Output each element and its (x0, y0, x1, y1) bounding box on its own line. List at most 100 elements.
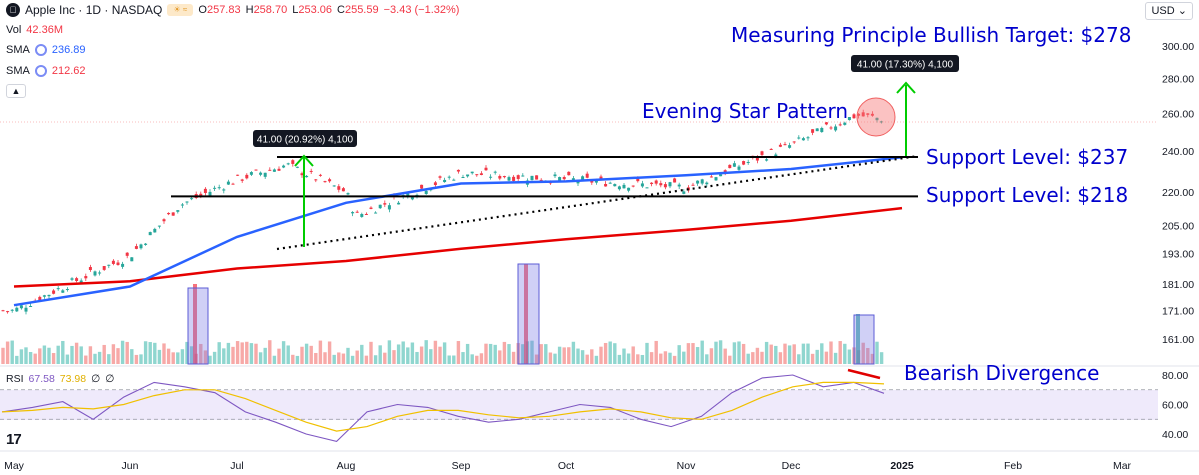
candle-body (130, 257, 134, 262)
candle-body (719, 174, 723, 177)
candle-body (521, 175, 525, 177)
price-tick-label-5: 205.00 (1162, 220, 1194, 232)
candle-body (456, 169, 460, 172)
target-annotation: Measuring Principle Bullish Target: $278 (731, 23, 1131, 47)
price-tick-label-6: 193.00 (1162, 249, 1194, 261)
close-label: C (337, 4, 345, 16)
candle-body (139, 244, 143, 249)
high-label: H (245, 4, 254, 16)
currency-dropdown[interactable]: USD ⌄ (1145, 2, 1193, 20)
volume-bar (843, 343, 847, 364)
volume-bar (1, 347, 5, 364)
candle-body (599, 176, 603, 179)
volume-bar (875, 341, 879, 364)
volume-bar (447, 355, 451, 364)
collapse-legend-button[interactable]: ▲ (6, 84, 26, 98)
rsi-tick-label-2: 40.00 (1162, 429, 1188, 441)
volume-bar (235, 341, 240, 364)
volume-bar (189, 346, 194, 364)
rsi-label[interactable]: RSI (6, 373, 24, 385)
candle-body (70, 278, 74, 280)
volume-bar (304, 343, 309, 364)
candle-body (185, 201, 189, 203)
sma-fast-label[interactable]: SMA (6, 44, 30, 56)
volume-bar (530, 340, 534, 364)
volume-bar (645, 342, 649, 364)
candle-body (226, 181, 230, 185)
candle-body (783, 144, 787, 146)
volume-bar (534, 354, 539, 364)
volume-bar (824, 351, 829, 364)
candle-body (355, 211, 359, 213)
volume-bar (718, 340, 723, 364)
volume-bar (580, 350, 585, 364)
candle-body (157, 225, 161, 227)
candle-body (558, 177, 562, 182)
volume-bar (350, 355, 355, 364)
candle-body (507, 177, 511, 181)
symbol-title[interactable]: Apple Inc · 1D · NASDAQ (25, 3, 163, 17)
candle-body (498, 176, 502, 179)
candle-body (650, 182, 654, 185)
volume-bar (797, 354, 801, 364)
price-tick-label-9: 161.00 (1162, 334, 1194, 346)
candle-body (562, 177, 566, 180)
market-status-icon[interactable]: ☀ ≈ (167, 4, 194, 16)
candle-body (691, 184, 695, 186)
volume-bar (295, 355, 300, 364)
volume-bar (281, 341, 286, 364)
volume-bar (792, 344, 796, 364)
candle-body (213, 187, 217, 189)
volume-bar (314, 352, 318, 364)
volume-bar (585, 354, 589, 364)
candle-body (337, 186, 341, 190)
candle-body (125, 252, 129, 256)
volume-bar (438, 346, 442, 364)
candle-body (148, 232, 152, 236)
volume-bar (10, 340, 14, 364)
candle-body (806, 137, 810, 139)
volume-bar (143, 341, 148, 364)
volume-bar (810, 353, 815, 364)
volume-bar (47, 347, 51, 364)
candle-body (341, 188, 345, 192)
volume-bar (484, 343, 488, 364)
candle-body (673, 178, 677, 183)
low-label: L (292, 4, 299, 16)
volume-bar (130, 349, 134, 364)
support-237-annotation: Support Level: $237 (926, 145, 1128, 169)
candle-body (663, 184, 667, 188)
volume-bar (576, 348, 580, 364)
volume-bar (401, 341, 405, 364)
candle-body (180, 204, 184, 206)
sma-fast-row: SMA 236.89 (6, 42, 86, 58)
volume-bar (870, 353, 875, 364)
volume-bar (327, 341, 332, 364)
candle-body (203, 188, 207, 193)
volume-bar (737, 341, 741, 364)
candle-body (861, 112, 865, 117)
candle-body (479, 173, 483, 176)
volume-bar (562, 347, 566, 364)
sma-slow-label[interactable]: SMA (6, 65, 30, 77)
volume-bar (806, 343, 810, 364)
volume-label[interactable]: Vol (6, 24, 22, 36)
volume-bar (764, 341, 769, 364)
candle-body (121, 263, 125, 267)
volume-bar (65, 354, 70, 364)
volume-bar (378, 345, 382, 364)
volume-bar (383, 352, 387, 364)
candle-body (484, 167, 488, 171)
apple-logo-icon:  (6, 3, 20, 17)
candle-body (259, 172, 263, 175)
candle-body (84, 276, 88, 279)
candle-body (61, 290, 65, 293)
volume-bar (153, 342, 157, 364)
sma-slow-line (13, 206, 903, 288)
candle-body (323, 181, 327, 183)
volume-bar (93, 353, 97, 364)
volume-bar (318, 340, 323, 364)
measure-label-right: 41.00 (17.30%) 4,100 (857, 60, 954, 71)
volume-bar (323, 352, 327, 364)
